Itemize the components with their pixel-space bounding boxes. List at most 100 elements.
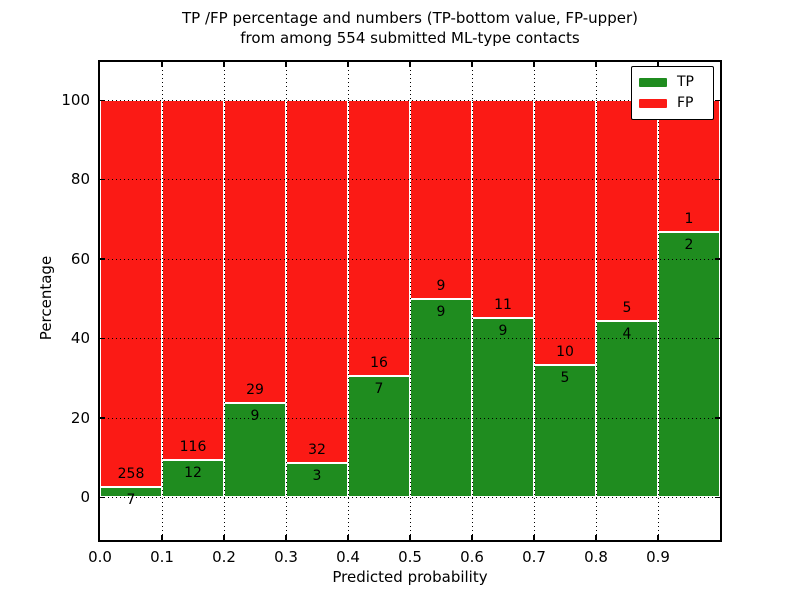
legend-item-fp: FP	[639, 93, 705, 114]
bar-label-tp: 12	[184, 464, 202, 481]
y-tick-mark	[715, 417, 720, 419]
x-tick-label: 0.8	[584, 548, 608, 566]
x-tick-mark	[533, 62, 535, 67]
x-tick-mark	[223, 62, 225, 67]
x-tick-mark	[347, 62, 349, 67]
bar-label-fp: 258	[117, 465, 145, 482]
bar-segment-tp	[534, 364, 596, 497]
x-tick-mark	[161, 535, 163, 540]
bar-segment-fp	[348, 100, 410, 377]
bar-segment-fp	[534, 100, 596, 365]
bars-layer	[100, 62, 720, 540]
bar-segment-fp	[472, 100, 534, 319]
x-tick-label: 0.3	[274, 548, 298, 566]
x-tick-mark	[533, 535, 535, 540]
chart-title-line2: from among 554 submitted ML-type contact…	[240, 29, 580, 47]
plot-area: 258 7 116 12 29 9 32 3 16 7 9 9 11 9 10 5 5 4 1 2 TP FP	[98, 60, 722, 542]
gridline-vertical	[534, 62, 535, 540]
y-tick-mark	[715, 337, 720, 340]
x-tick-mark	[409, 62, 411, 67]
bar-label-tp: 2	[684, 237, 694, 254]
x-tick-mark	[285, 62, 287, 67]
bar-label-tp: 5	[560, 369, 570, 386]
bar-label-tp: 9	[498, 323, 508, 340]
bar-label-fp: 16	[370, 355, 388, 372]
ticks-layer	[100, 62, 720, 540]
x-tick-label: 0.6	[460, 548, 484, 566]
bar-segment-fp	[100, 100, 162, 487]
x-tick-label: 0.2	[212, 548, 236, 566]
x-tick-mark	[223, 535, 225, 540]
x-axis-title: Predicted probability	[332, 568, 488, 586]
bar-label-fp: 9	[436, 277, 446, 294]
bar-label-tp: 4	[622, 325, 632, 342]
bar-label-fp: 1	[684, 211, 694, 228]
x-tick-mark	[285, 535, 287, 540]
y-tick-mark	[715, 99, 720, 101]
bar-labels-layer: 258 7 116 12 29 9 32 3 16 7 9 9 11 9 10 5 5 4 1 2	[100, 62, 720, 540]
y-tick-mark	[100, 178, 105, 181]
x-tick-label: 0.4	[336, 548, 360, 566]
y-tick-mark	[100, 496, 105, 498]
bar-segment-fp	[658, 100, 720, 233]
y-tick-label: 20	[70, 408, 90, 427]
x-tick-mark	[595, 535, 597, 540]
bar-label-fp: 29	[246, 381, 264, 398]
bar-label-tp: 3	[312, 467, 322, 484]
gridline-vertical	[658, 62, 659, 540]
bar-label-fp: 116	[179, 438, 207, 455]
bar-segment-tp	[348, 376, 410, 497]
y-tick-label: 60	[70, 249, 90, 268]
x-tick-mark	[657, 62, 659, 67]
x-tick-label: 0.0	[88, 548, 112, 566]
x-tick-label: 0.1	[150, 548, 174, 566]
bar-segment-tp	[286, 462, 348, 497]
bar-segment-fp	[596, 100, 658, 321]
bar-segment-tp	[224, 402, 286, 497]
y-tick-label: 40	[70, 329, 90, 348]
gridline-vertical	[596, 62, 597, 540]
bar-segment-tp	[596, 320, 658, 497]
chart-title-line1: TP /FP percentage and numbers (TP-bottom…	[182, 9, 638, 27]
x-tick-mark	[409, 535, 411, 540]
gridline-vertical	[348, 62, 349, 540]
bar-label-fp: 10	[556, 343, 574, 360]
bar-label-fp: 11	[494, 297, 512, 314]
gridline-vertical	[224, 62, 225, 540]
gridline-vertical	[410, 62, 411, 540]
y-tick-mark	[100, 337, 105, 340]
bar-segment-fp	[410, 100, 472, 299]
x-tick-label: 0.7	[522, 548, 546, 566]
bar-label-fp: 32	[308, 441, 326, 458]
gridline-vertical	[472, 62, 473, 540]
bar-segment-tp	[100, 486, 162, 497]
y-tick-label: 100	[61, 91, 90, 109]
y-tick-mark	[100, 258, 105, 260]
x-tick-mark	[657, 535, 659, 540]
chart-title: TP /FP percentage and numbers (TP-bottom…	[100, 8, 720, 48]
x-tick-mark	[471, 62, 473, 67]
x-tick-mark	[161, 62, 163, 67]
x-tick-label: 0.9	[646, 548, 670, 566]
y-tick-label: 80	[70, 170, 90, 189]
gridline-vertical	[286, 62, 287, 540]
gridline-vertical	[162, 62, 163, 540]
bar-segment-fp	[162, 100, 224, 460]
y-tick-label: 0	[80, 488, 90, 506]
x-tick-label: 0.5	[398, 548, 422, 566]
bar-segment-tp	[658, 232, 720, 497]
bar-label-tp: 7	[374, 381, 384, 398]
x-tick-mark	[471, 535, 473, 540]
bar-label-tp: 9	[250, 407, 260, 424]
y-tick-mark	[715, 496, 720, 498]
legend-swatch-fp-icon	[639, 99, 667, 108]
legend-label-tp: TP	[677, 74, 694, 90]
grid-layer	[100, 62, 720, 540]
bar-label-tp: 9	[436, 303, 446, 320]
legend-item-tp: TP	[639, 72, 705, 93]
x-tick-mark	[595, 62, 597, 67]
bar-label-fp: 5	[622, 299, 632, 316]
bar-segment-fp	[286, 100, 348, 463]
y-tick-mark	[100, 417, 105, 419]
